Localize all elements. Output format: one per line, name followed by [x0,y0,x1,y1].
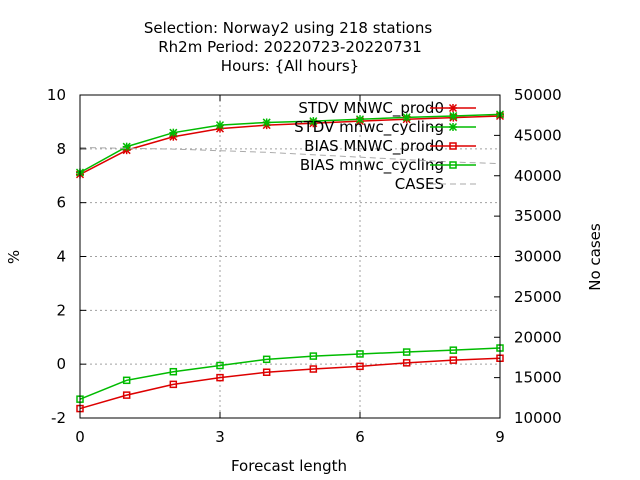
legend-label: STDV mnwc_cycling [294,118,444,137]
y-tick-label: 10 [47,86,66,104]
x-axis-label: Forecast length [231,457,347,475]
series-line [79,357,501,410]
legend-item: BIAS mnwc_cycling [300,156,476,175]
point-marker-square [402,348,411,356]
point-marker-square [449,346,458,354]
y2-tick-label: 15000 [514,369,562,387]
y-axis-label: % [5,250,23,264]
point-marker-star [309,117,318,126]
point-marker-star [449,111,458,121]
point-marker-square [402,359,411,367]
y-tick-label: 6 [56,194,66,212]
point-marker-star [402,113,411,122]
point-marker-square [309,352,318,360]
point-marker-star [448,103,458,113]
y2-tick-label: 35000 [514,207,562,225]
x-tick-label: 0 [75,428,85,446]
series-bias-mnwc-prod0 [76,354,504,413]
y2-tick-label: 45000 [514,126,562,144]
legend-item: STDV mnwc_cycling [294,118,476,137]
point-marker-square [262,368,271,376]
point-marker-square [356,362,364,371]
chart-title: Selection: Norway2 using 218 stations Rh… [144,19,432,75]
point-marker-square [449,142,457,150]
legend-item: BIAS MNWC_prod0 [304,137,476,156]
point-marker-star [262,118,271,127]
point-marker-square [449,356,458,364]
y-tick-label: 4 [56,248,66,266]
y-tick-label: 0 [56,355,66,373]
title-line-1: Selection: Norway2 using 218 stations [144,19,432,37]
point-marker-square [216,373,224,382]
point-marker-square [169,367,178,376]
y-tick-label: -2 [51,409,66,427]
y2-axis-label: No cases [586,223,604,291]
point-marker-star [448,122,458,132]
title-line-3: Hours: {All hours} [221,57,359,75]
y2-tick-label: 10000 [514,409,562,427]
series-layer [75,110,505,413]
point-marker-star [355,115,365,124]
series-line [79,146,501,165]
series-line [79,113,501,174]
series-cases [79,146,501,165]
y2-tick-label: 25000 [514,288,562,306]
point-marker-star [169,128,178,137]
point-marker-star [122,142,131,151]
point-marker-square [122,376,131,385]
point-marker-square [356,350,364,358]
x-tick-label: 9 [495,428,505,446]
title-line-2: Rh2m Period: 20220723-20220731 [158,38,422,56]
legend-label: STDV MNWC_prod0 [298,99,444,118]
grid [80,95,500,418]
point-marker-square [216,361,224,370]
x-tick-label: 6 [355,428,365,446]
y2-tick-label: 40000 [514,167,562,185]
y2-tick-label: 50000 [514,86,562,104]
axis-ticks: 0 3 6 9 -2 0 2 4 6 8 10 10000 15000 20000 25000 30000 35… [47,86,562,446]
point-marker-square [122,391,131,399]
series-bias-mnwc-cycling [76,344,504,403]
y-tick-label: 2 [56,301,66,319]
point-marker-star [215,121,225,130]
point-marker-square [449,161,457,169]
point-marker-square [262,355,271,364]
series-line [79,347,501,400]
y2-tick-label: 20000 [514,328,562,346]
y-tick-label: 8 [56,140,66,158]
series-line [79,115,501,176]
legend-label: CASES [395,175,444,193]
legend-item: CASES [395,175,476,193]
y2-tick-label: 30000 [514,248,562,266]
legend-label: BIAS MNWC_prod0 [304,137,444,156]
legend-item: STDV MNWC_prod0 [298,99,476,118]
point-marker-square [169,380,178,389]
point-marker-square [309,365,318,373]
legend-label: BIAS mnwc_cycling [300,156,444,175]
x-tick-label: 3 [215,428,225,446]
